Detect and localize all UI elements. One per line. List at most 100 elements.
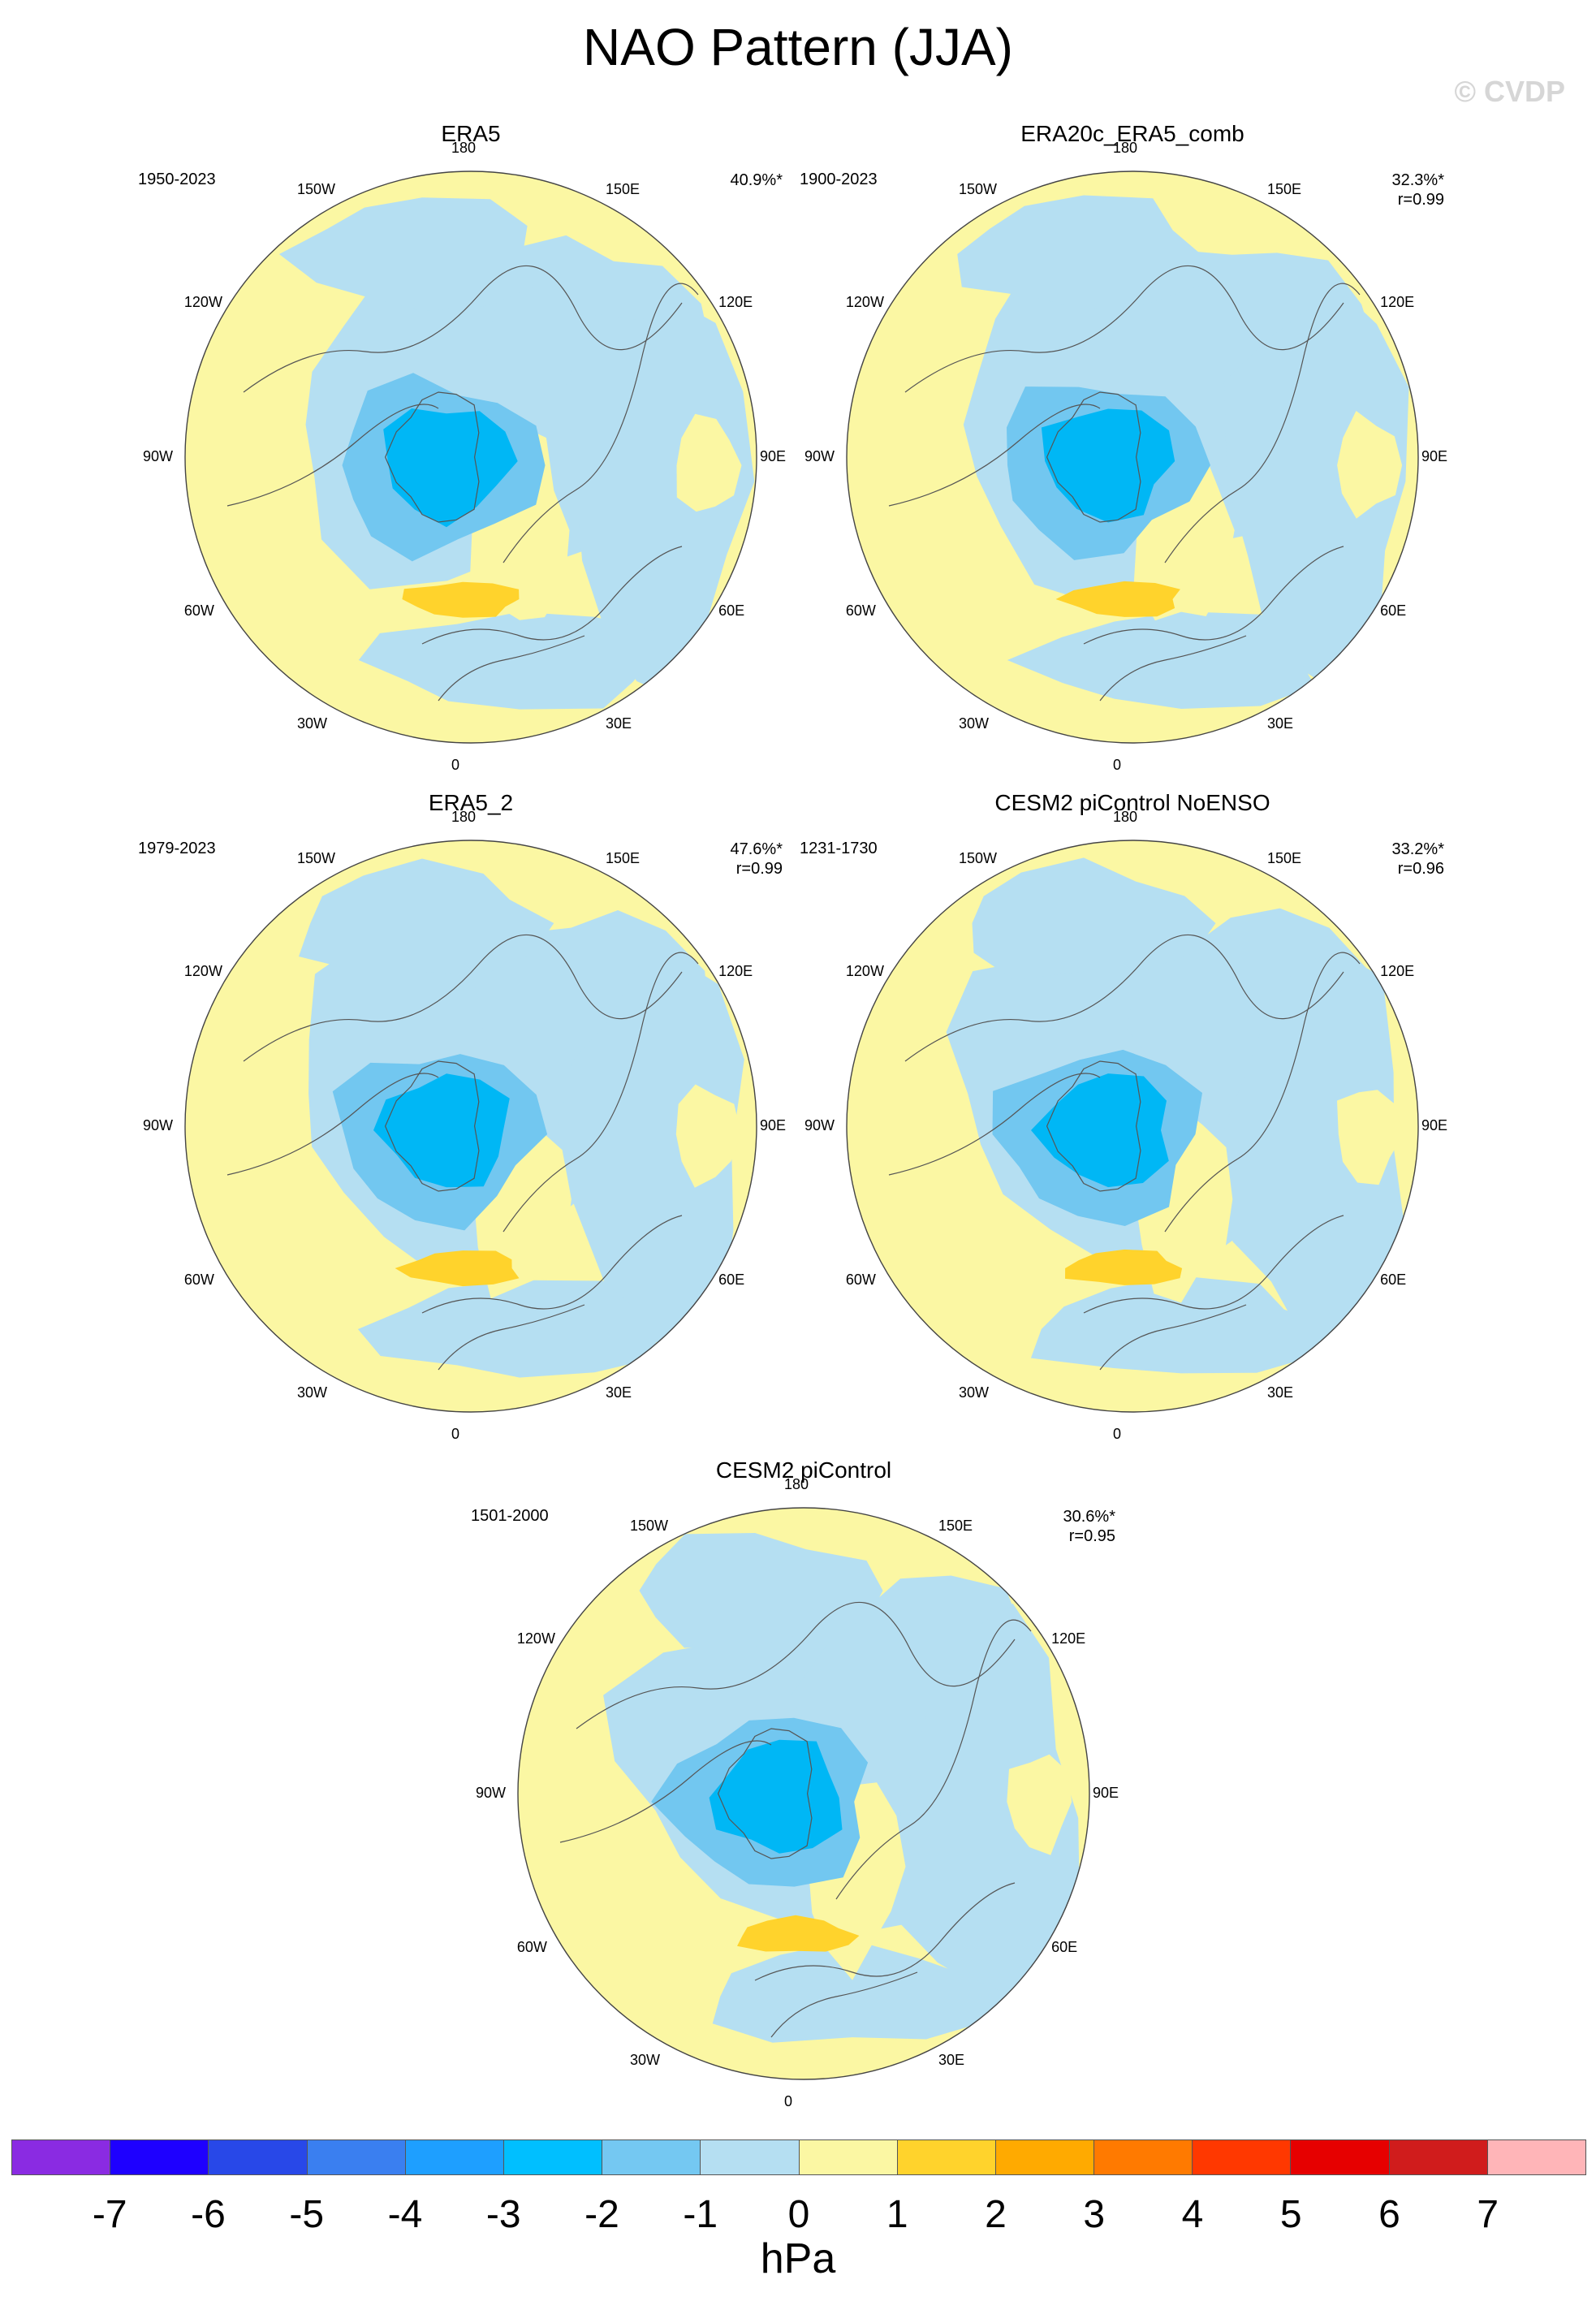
- map-panel: CESM2 piControl NoENSO 1231-1730 33.2%* r=0…: [800, 789, 1465, 1442]
- longitude-label: 150W: [959, 180, 998, 197]
- colorbar-tick-label: -4: [387, 2193, 423, 2236]
- panel-title: ERA5_2: [428, 790, 514, 815]
- pattern-correlation: r=0.99: [1397, 191, 1444, 209]
- explained-variance: 47.6%*: [730, 840, 783, 858]
- longitude-label: 150W: [297, 849, 336, 866]
- map-panel: ERA20c_ERA5_comb 1900-2023 32.3%* r=0.99 180…: [800, 120, 1465, 773]
- colorbar-tick-label: -7: [92, 2193, 127, 2236]
- longitude-label: 120W: [845, 294, 884, 310]
- panel-title: CESM2 piControl: [715, 1457, 892, 1483]
- longitude-label: 60E: [1380, 1272, 1407, 1288]
- colorbar-swatch: [1291, 2140, 1390, 2174]
- longitude-label: 90E: [760, 1117, 787, 1133]
- longitude-label: 60W: [183, 1272, 214, 1288]
- longitude-label: 120W: [183, 294, 222, 310]
- colorbar-tick-label: 6: [1378, 2193, 1400, 2236]
- longitude-label: 60W: [845, 1272, 876, 1288]
- longitude-label: 90E: [1421, 1117, 1448, 1133]
- longitude-label: 30E: [606, 1384, 632, 1401]
- polar-map: [184, 840, 757, 1413]
- panel-stats: 32.3%* r=0.99: [1392, 171, 1445, 209]
- longitude-label: 150W: [959, 849, 998, 866]
- colorbar-swatch: [995, 2140, 1095, 2174]
- panel-period: 1231-1730: [800, 840, 878, 857]
- longitude-label: 90E: [1093, 1785, 1119, 1801]
- longitude-label: 30W: [630, 2052, 661, 2069]
- longitude-label: 30W: [959, 1384, 990, 1401]
- longitude-label: 30E: [938, 2052, 965, 2069]
- colorbar-swatch: [209, 2140, 308, 2174]
- longitude-label: 150E: [606, 849, 641, 866]
- panel-stats: 47.6%* r=0.99: [731, 840, 783, 879]
- pattern-correlation: r=0.99: [735, 860, 783, 878]
- longitude-label: 120W: [845, 963, 884, 979]
- polar-map: [846, 840, 1419, 1413]
- longitude-label: 90E: [1421, 448, 1448, 464]
- polar-map: [184, 171, 757, 744]
- colorbar-tick-label: -1: [683, 2193, 718, 2236]
- longitude-label: 0: [451, 757, 460, 773]
- longitude-label: 60W: [845, 602, 876, 619]
- explained-variance: 32.3%*: [1391, 171, 1445, 189]
- colorbar-swatch: [12, 2140, 111, 2174]
- colorbar-swatch: [602, 2140, 701, 2174]
- longitude-label: 0: [1113, 1426, 1122, 1442]
- longitude-label: 60E: [1380, 602, 1407, 619]
- longitude-label: 150W: [297, 180, 336, 197]
- colorbar-tick-label: -5: [289, 2193, 325, 2236]
- longitude-label: 120E: [1051, 1630, 1086, 1647]
- longitude-label: 90W: [804, 448, 835, 464]
- colorbar-tick-label: 7: [1477, 2193, 1499, 2236]
- colorbar-swatch: [1193, 2140, 1292, 2174]
- panel-period: 1900-2023: [800, 171, 878, 188]
- pattern-correlation: r=0.96: [1397, 860, 1444, 878]
- colorbar-tick-label: 5: [1279, 2193, 1302, 2236]
- panel-period: 1979-2023: [138, 840, 216, 857]
- longitude-label: 90W: [143, 448, 174, 464]
- longitude-label: 120W: [516, 1630, 555, 1647]
- explained-variance: 40.9%*: [730, 171, 783, 189]
- longitude-label: 0: [1113, 757, 1122, 773]
- colorbar-tick-label: 4: [1181, 2193, 1204, 2236]
- longitude-label: 90W: [476, 1785, 507, 1801]
- longitude-label: 0: [784, 2093, 793, 2109]
- longitude-label: 30E: [606, 715, 632, 732]
- longitude-label: 180: [784, 1476, 809, 1492]
- panel-title: CESM2 piControl NoENSO: [994, 790, 1270, 815]
- explained-variance: 33.2%*: [1391, 840, 1445, 858]
- explained-variance: 30.6%*: [1063, 1508, 1116, 1526]
- map-panel: ERA5_2 1979-2023 47.6%* r=0.99 180 0 150W 150E 1…: [138, 789, 804, 1442]
- colorbar-swatch: [897, 2140, 996, 2174]
- colorbar-tick-label: 3: [1083, 2193, 1106, 2236]
- map-panel: ERA5 1950-2023 40.9%* 180 0 150W 150E 120W 120E 9…: [138, 120, 804, 773]
- figure-title: NAO Pattern (JJA): [583, 18, 1013, 76]
- colorbar-swatch: [405, 2140, 504, 2174]
- longitude-label: 120E: [1380, 963, 1415, 979]
- colorbar-tick-label: 0: [787, 2193, 810, 2236]
- colorbar-swatch: [701, 2140, 800, 2174]
- longitude-label: 60E: [1051, 1939, 1078, 1955]
- longitude-label: 150E: [606, 180, 641, 197]
- colorbar-tick-label: -2: [584, 2193, 619, 2236]
- colorbar-tick-label: -3: [485, 2193, 521, 2236]
- colorbar-swatch: [1487, 2140, 1585, 2174]
- longitude-label: 180: [451, 809, 477, 825]
- colorbar-swatch: [799, 2140, 898, 2174]
- longitude-label: 150E: [938, 1517, 973, 1534]
- longitude-label: 0: [451, 1426, 460, 1442]
- panel-stats: 40.9%*: [731, 171, 783, 190]
- longitude-label: 180: [1113, 809, 1138, 825]
- colorbar-swatch: [1094, 2140, 1193, 2174]
- longitude-label: 150E: [1267, 849, 1302, 866]
- longitude-label: 30W: [297, 715, 328, 732]
- colorbar-swatch: [110, 2140, 209, 2174]
- colorbar-swatch: [503, 2140, 603, 2174]
- polar-map: [846, 171, 1419, 744]
- colorbar-swatch: [307, 2140, 406, 2174]
- longitude-label: 60E: [718, 602, 745, 619]
- longitude-label: 150W: [630, 1517, 669, 1534]
- longitude-label: 30W: [959, 715, 990, 732]
- longitude-label: 150E: [1267, 180, 1302, 197]
- panel-stats: 33.2%* r=0.96: [1392, 840, 1445, 879]
- panel-period: 1950-2023: [138, 171, 216, 188]
